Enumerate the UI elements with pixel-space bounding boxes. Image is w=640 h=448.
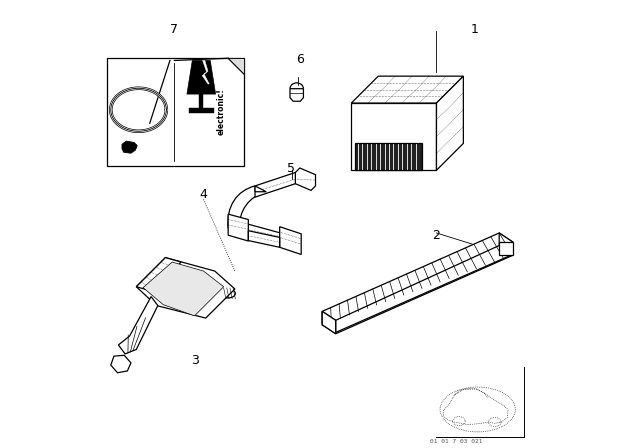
Polygon shape xyxy=(228,58,244,74)
Polygon shape xyxy=(323,233,513,334)
Text: 4: 4 xyxy=(200,188,207,202)
Polygon shape xyxy=(200,94,203,108)
Text: 3: 3 xyxy=(191,354,198,367)
Polygon shape xyxy=(118,297,158,354)
Text: 7: 7 xyxy=(170,22,179,36)
Text: 1: 1 xyxy=(470,22,479,36)
Polygon shape xyxy=(255,172,296,197)
Polygon shape xyxy=(122,141,137,153)
Text: 6: 6 xyxy=(296,52,304,66)
Polygon shape xyxy=(136,258,181,291)
Polygon shape xyxy=(436,76,463,170)
Text: electronic!: electronic! xyxy=(217,89,226,135)
Polygon shape xyxy=(323,311,335,332)
Polygon shape xyxy=(280,227,301,254)
Polygon shape xyxy=(290,89,303,101)
Text: 01 01 7 03 021: 01 01 7 03 021 xyxy=(430,439,483,444)
Polygon shape xyxy=(351,103,436,170)
Polygon shape xyxy=(335,233,513,332)
Polygon shape xyxy=(323,311,335,334)
Polygon shape xyxy=(248,231,280,247)
Polygon shape xyxy=(111,355,131,373)
Polygon shape xyxy=(202,60,209,84)
Polygon shape xyxy=(143,262,223,316)
Text: 2: 2 xyxy=(433,228,440,242)
Polygon shape xyxy=(228,222,289,242)
Bar xyxy=(107,58,244,166)
Polygon shape xyxy=(228,214,248,241)
Polygon shape xyxy=(296,168,316,190)
Polygon shape xyxy=(499,242,513,255)
Polygon shape xyxy=(136,258,235,318)
Text: 5: 5 xyxy=(287,161,295,175)
Polygon shape xyxy=(189,108,214,113)
Polygon shape xyxy=(255,186,266,192)
Polygon shape xyxy=(351,76,463,103)
Polygon shape xyxy=(187,60,216,94)
Polygon shape xyxy=(355,143,422,170)
